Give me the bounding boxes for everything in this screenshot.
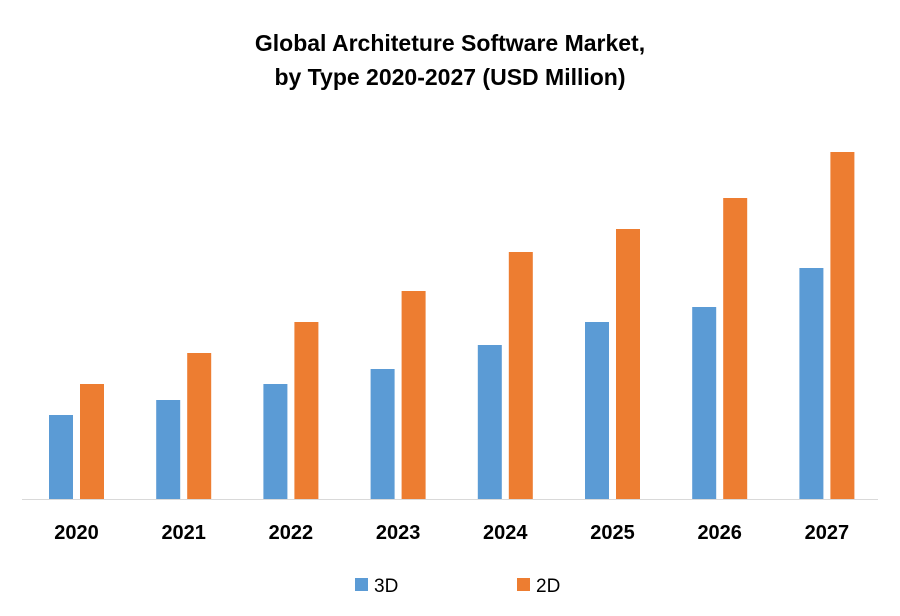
chart-title: Global Architeture Software Market, by T… — [0, 26, 900, 94]
x-tick-label: 2027 — [805, 522, 850, 544]
legend: 3D 2D — [355, 576, 560, 597]
legend-swatch-3d — [355, 578, 368, 591]
bar-3d-2022 — [263, 384, 288, 499]
chart-title-line-2: by Type 2020-2027 (USD Million) — [274, 64, 626, 90]
x-axis-ticks: 2020 2021 2022 2023 2024 2025 2026 2027 — [54, 522, 849, 544]
legend-label-3d: 3D — [374, 576, 398, 597]
chart-title-line-1: Global Architeture Software Market, — [254, 30, 646, 56]
x-tick-label: 2023 — [376, 522, 421, 544]
bar-2d-2022 — [294, 322, 319, 499]
bar-2d-2023 — [401, 291, 426, 499]
bar-3d-2026 — [692, 307, 717, 499]
bar-3d-2024 — [477, 345, 502, 499]
bar-2d-2027 — [830, 152, 855, 499]
bar-3d-2021 — [156, 400, 181, 499]
legend-swatch-2d — [517, 578, 530, 591]
bars-group — [49, 152, 855, 499]
x-tick-label: 2024 — [483, 522, 528, 544]
bar-3d-2027 — [799, 268, 824, 499]
x-tick-label: 2020 — [54, 522, 99, 544]
bar-2d-2026 — [723, 198, 748, 499]
bar-2d-2025 — [616, 229, 640, 499]
x-tick-label: 2025 — [590, 522, 635, 544]
bar-3d-2020 — [49, 415, 73, 499]
bar-2d-2021 — [187, 353, 212, 499]
bar-2d-2020 — [80, 384, 104, 499]
legend-label-2d: 2D — [536, 576, 560, 597]
bar-3d-2023 — [370, 369, 395, 499]
bar-3d-2025 — [585, 322, 609, 499]
x-tick-label: 2026 — [697, 522, 742, 544]
x-tick-label: 2022 — [269, 522, 314, 544]
bar-2d-2024 — [508, 252, 533, 499]
x-tick-label: 2021 — [161, 522, 206, 544]
